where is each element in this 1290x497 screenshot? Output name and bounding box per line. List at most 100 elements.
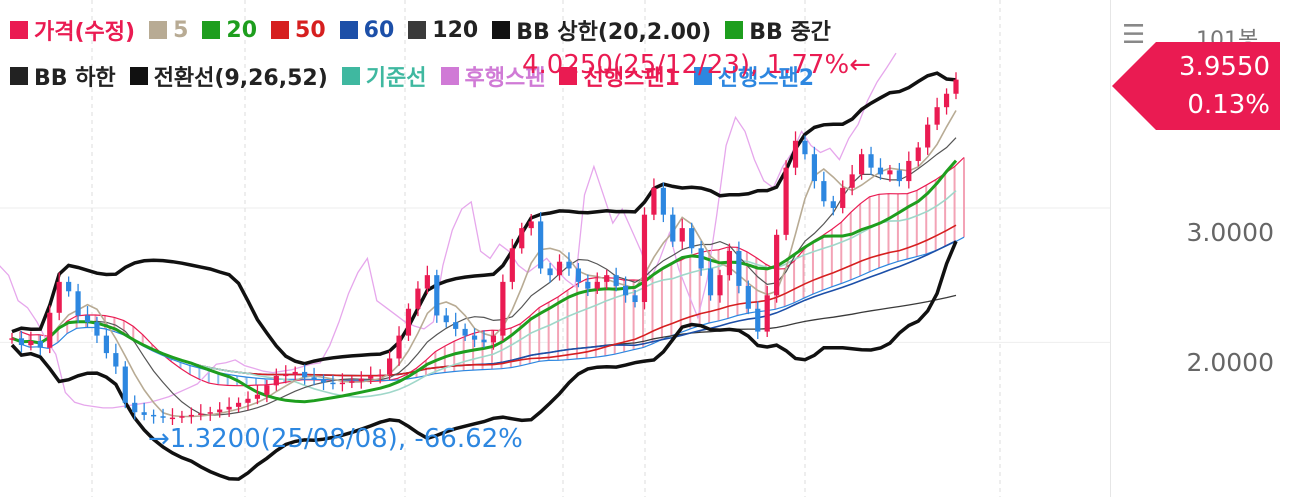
candle-5: [56, 272, 62, 321]
candle-12: [122, 361, 128, 409]
legend-label: 20: [226, 17, 258, 43]
candle-body: [764, 295, 770, 332]
legend-item[interactable]: BB 중간: [725, 14, 831, 46]
legend-swatch: [339, 21, 358, 39]
candle-body: [868, 154, 874, 168]
candle-37: [358, 371, 364, 389]
candle-body: [169, 417, 176, 420]
candle-50: [481, 330, 487, 348]
legend-item[interactable]: 120: [408, 18, 478, 43]
candle-90: [859, 148, 865, 180]
candle-4: [47, 305, 53, 354]
legend-label: 50: [295, 17, 326, 43]
candle-body: [396, 335, 402, 359]
candle-23: [226, 397, 232, 417]
candle-body: [302, 371, 308, 378]
candle-body: [679, 228, 685, 242]
candle-63: [604, 269, 610, 290]
candle-54: [519, 222, 525, 254]
candle-body: [311, 377, 317, 380]
candle-body: [538, 221, 544, 269]
legend-label: 전환선(9,26,52): [153, 66, 328, 91]
candle-body: [925, 124, 931, 148]
candle-78: [745, 280, 751, 315]
y-tick-3: 3.0000: [1186, 218, 1274, 247]
legend-swatch: [440, 67, 459, 85]
hamburger-icon[interactable]: ☰: [1122, 20, 1146, 50]
candle-11: [113, 343, 119, 374]
candle-91: [868, 146, 874, 176]
legend-item[interactable]: 기준선: [341, 60, 427, 92]
candle-body: [585, 281, 591, 289]
bb-lower-line: [10, 240, 958, 481]
candle-body: [84, 315, 91, 323]
candle-8: [84, 306, 91, 328]
candle-body: [188, 414, 194, 417]
candle-31: [302, 364, 308, 385]
candle-body: [207, 412, 213, 414]
candle-body: [141, 412, 147, 415]
candle-body: [726, 250, 733, 276]
candle-body: [528, 221, 534, 229]
candle-body: [9, 338, 15, 340]
candle-60: [575, 263, 581, 288]
candle-95: [906, 151, 912, 189]
candle-98: [934, 97, 940, 131]
candle-body: [122, 366, 128, 403]
candle-body: [462, 328, 468, 336]
candle-body: [736, 250, 742, 286]
legend-item[interactable]: 전환선(9,26,52): [129, 60, 328, 92]
price-axis-panel: [1110, 0, 1290, 497]
candle-45: [434, 269, 440, 323]
candle-body: [915, 147, 921, 161]
legend-item[interactable]: 가격(수정): [10, 14, 135, 46]
candle-body: [387, 358, 393, 375]
candle-body: [821, 181, 827, 202]
candle-46: [443, 308, 449, 328]
legend-item[interactable]: 5: [149, 18, 188, 43]
candle-body: [783, 167, 789, 235]
candle-body: [802, 140, 808, 155]
candle-body: [896, 170, 902, 182]
legend-label: 5: [173, 17, 189, 43]
candle-19: [188, 407, 194, 424]
legend-swatch: [10, 67, 28, 85]
candle-body: [160, 416, 166, 418]
candle-10: [103, 328, 109, 359]
candle-body: [292, 371, 298, 375]
legend-item[interactable]: 선행스팬2: [693, 60, 814, 92]
candle-body: [56, 281, 62, 313]
candle-30: [292, 366, 298, 380]
candle-body: [217, 409, 223, 413]
candle-body: [490, 335, 497, 343]
legend-item[interactable]: BB 상한(20,2.00): [492, 14, 711, 46]
legend-swatch: [492, 21, 511, 39]
legend-item[interactable]: BB 하한: [10, 60, 116, 92]
candle-83: [792, 131, 799, 176]
leading-span-2: [19, 236, 965, 381]
candle-81: [774, 229, 780, 303]
candle-53: [509, 238, 515, 290]
candle-body: [453, 322, 459, 329]
candle-body: [830, 201, 836, 208]
ma20-line: [11, 159, 958, 404]
legend-item[interactable]: 선행스팬1: [559, 60, 680, 92]
candle-body: [18, 338, 25, 346]
candle-9: [94, 316, 100, 344]
legend-item[interactable]: 후행스팬: [440, 60, 545, 92]
legend-label: 기준선: [365, 66, 427, 91]
candle-body: [934, 107, 940, 125]
candle-34: [330, 375, 336, 390]
legend-item[interactable]: 50: [271, 18, 326, 43]
legend-item[interactable]: 20: [202, 18, 257, 43]
candle-59: [566, 252, 572, 276]
candle-0: [9, 332, 15, 344]
candle-14: [141, 402, 147, 421]
candle-body: [235, 402, 242, 407]
legend-item[interactable]: 60: [339, 18, 394, 43]
candle-65: [623, 276, 629, 303]
legend-swatch: [202, 21, 221, 39]
legend-row-1: 가격(수정) 5 20 50 60 120 BB 상한(20,2.00) BB 중간: [10, 14, 845, 46]
legend-swatch: [408, 21, 427, 39]
